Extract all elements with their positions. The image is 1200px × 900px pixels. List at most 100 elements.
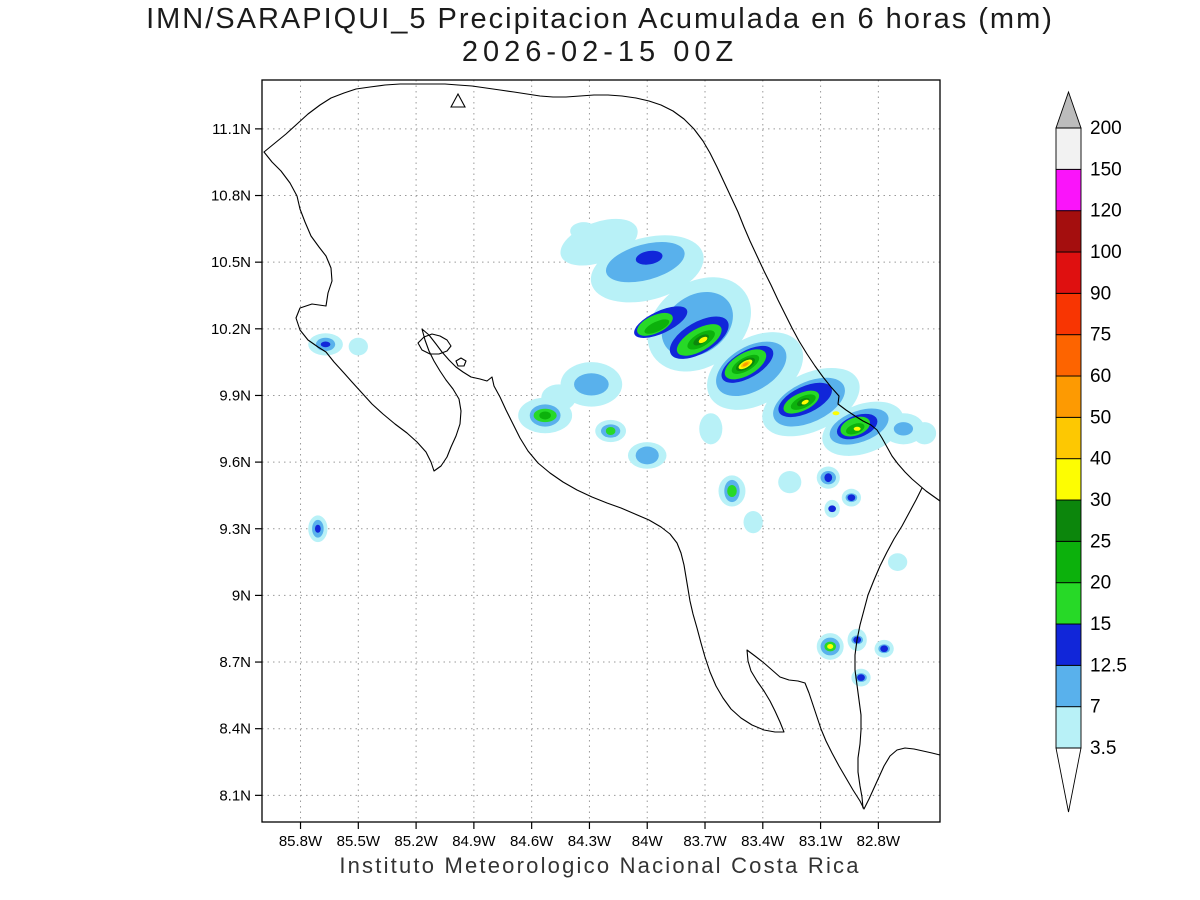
colorbar-label: 150: [1090, 159, 1122, 180]
precip-blob: [612, 222, 632, 236]
precip-blob: [539, 411, 551, 420]
precip-blob: [913, 422, 937, 445]
colorbar: 3.5 7 12.5 15 20 25 30 40 50 60 75 90 100 120 150 200: [1055, 90, 1127, 813]
precip-blob: [348, 337, 368, 356]
precip-blob: [742, 362, 749, 367]
precip-blob: [853, 426, 861, 431]
y-axis-tick-label: 9.9N: [219, 387, 251, 404]
coastline-path: [455, 357, 467, 367]
colorbar-box: [1055, 664, 1082, 708]
colorbar-label: 90: [1090, 283, 1111, 304]
colorbar-box: [1055, 540, 1082, 584]
y-axis-tick-label: 10.5N: [211, 254, 251, 271]
precip-blob: [880, 645, 888, 653]
precip-blob: [570, 222, 598, 240]
colorbar-box: [1055, 210, 1082, 253]
precip-blob: [743, 510, 763, 534]
y-axis-tick-label: 8.1N: [219, 787, 251, 804]
precip-blob: [827, 644, 834, 649]
x-axis-tick-label: 84W: [632, 833, 664, 850]
precip-blob: [574, 373, 609, 396]
chart-valid-time: 2026-02-15 00Z: [461, 36, 739, 68]
colorbar-box: [1055, 168, 1082, 212]
colorbar-label: 75: [1090, 325, 1111, 346]
precip-field: [308, 218, 937, 687]
x-axis-tick-label: 83.1W: [799, 833, 843, 850]
plot-border: [261, 79, 941, 823]
precip-blob: [699, 413, 723, 445]
y-axis-tick-label: 10.8N: [211, 188, 251, 205]
island-triangle-marker: [450, 92, 466, 108]
x-axis-tick-label: 82.8W: [857, 833, 901, 850]
coastline-path: [263, 83, 941, 502]
coastlines: [263, 83, 941, 810]
colorbar-label: 120: [1090, 201, 1122, 222]
coastline-path: [417, 333, 452, 355]
x-axis-tick-label: 84.9W: [452, 833, 496, 850]
colorbar-box: [1055, 706, 1082, 749]
precip-blob: [887, 553, 908, 571]
precip-blob: [801, 399, 809, 405]
y-axis-tick-label: 9N: [232, 587, 251, 604]
colorbar-label: 12.5: [1090, 655, 1127, 676]
precip-blob: [727, 484, 737, 497]
precip-blob: [635, 250, 663, 265]
colorbar-box: [1055, 292, 1082, 336]
colorbar-box: [1055, 375, 1082, 418]
y-axis-tick-label: 9.3N: [219, 521, 251, 538]
colorbar-box: [1055, 499, 1082, 542]
precip-blob: [778, 470, 802, 494]
precip-blob: [605, 427, 616, 436]
colorbar-label: 30: [1090, 490, 1111, 511]
y-axis-tick-label: 8.7N: [219, 654, 251, 671]
colorbar-box: [1055, 127, 1082, 170]
institution-caption: Instituto Meteorologico Nacional Costa R…: [339, 853, 861, 878]
x-axis-tick-label: 84.6W: [510, 833, 554, 850]
colorbar-label: 7: [1090, 697, 1101, 718]
y-axis-tick-label: 9.6N: [219, 454, 251, 471]
precip-blob: [635, 446, 659, 465]
colorbar-label: 60: [1090, 366, 1111, 387]
x-axis-tick-label: 85.8W: [279, 833, 323, 850]
colorbar-label: 25: [1090, 531, 1111, 552]
colorbar-label: 20: [1090, 573, 1111, 594]
precip-blob: [847, 494, 856, 501]
plot-frame: [261, 79, 941, 823]
colorbar-box: [1055, 251, 1082, 294]
colorbar-label: 40: [1090, 449, 1111, 470]
precip-blob: [698, 336, 708, 344]
y-axis-tick-label: 11.1N: [212, 121, 251, 138]
x-axis-tick-label: 83.7W: [683, 833, 727, 850]
precip-blob: [314, 524, 321, 533]
precip-blob: [828, 505, 836, 513]
colorbar-box: [1055, 623, 1082, 666]
colorbar-box: [1055, 458, 1082, 501]
colorbar-label: 3.5: [1090, 738, 1116, 759]
x-axis-tick-label: 83.4W: [741, 833, 785, 850]
colorbar-under-triangle: [1055, 747, 1082, 813]
coastline-path: [263, 151, 941, 810]
x-axis-tick-label: 85.5W: [337, 833, 381, 850]
axis-labels: 85.8W 85.5W 85.2W 84.9W 84.6W 84.3W 84W 83.7W 83…: [211, 121, 901, 850]
chart-title: IMN/SARAPIQUI_5 Precipitacion Acumulada …: [146, 3, 1054, 35]
colorbar-over-triangle: [1055, 90, 1082, 129]
y-axis-tick-label: 8.4N: [219, 721, 251, 738]
precip-blob: [824, 473, 833, 483]
x-axis-tick-label: 85.2W: [394, 833, 438, 850]
colorbar-label: 50: [1090, 407, 1111, 428]
x-axis-tick-label: 84.3W: [568, 833, 612, 850]
coastline-path: [854, 487, 923, 809]
precip-blob: [893, 422, 914, 436]
precip-blob: [320, 341, 331, 348]
precip-blob: [857, 674, 865, 681]
precip-blob: [644, 319, 670, 334]
precip-blob: [832, 411, 840, 416]
colorbar-box: [1055, 334, 1082, 377]
y-axis-tick-label: 10.2N: [211, 321, 251, 338]
colorbar-label: 100: [1090, 242, 1122, 263]
colorbar-label: 200: [1090, 118, 1122, 139]
colorbar-label: 15: [1090, 614, 1111, 635]
colorbar-box: [1055, 416, 1082, 460]
